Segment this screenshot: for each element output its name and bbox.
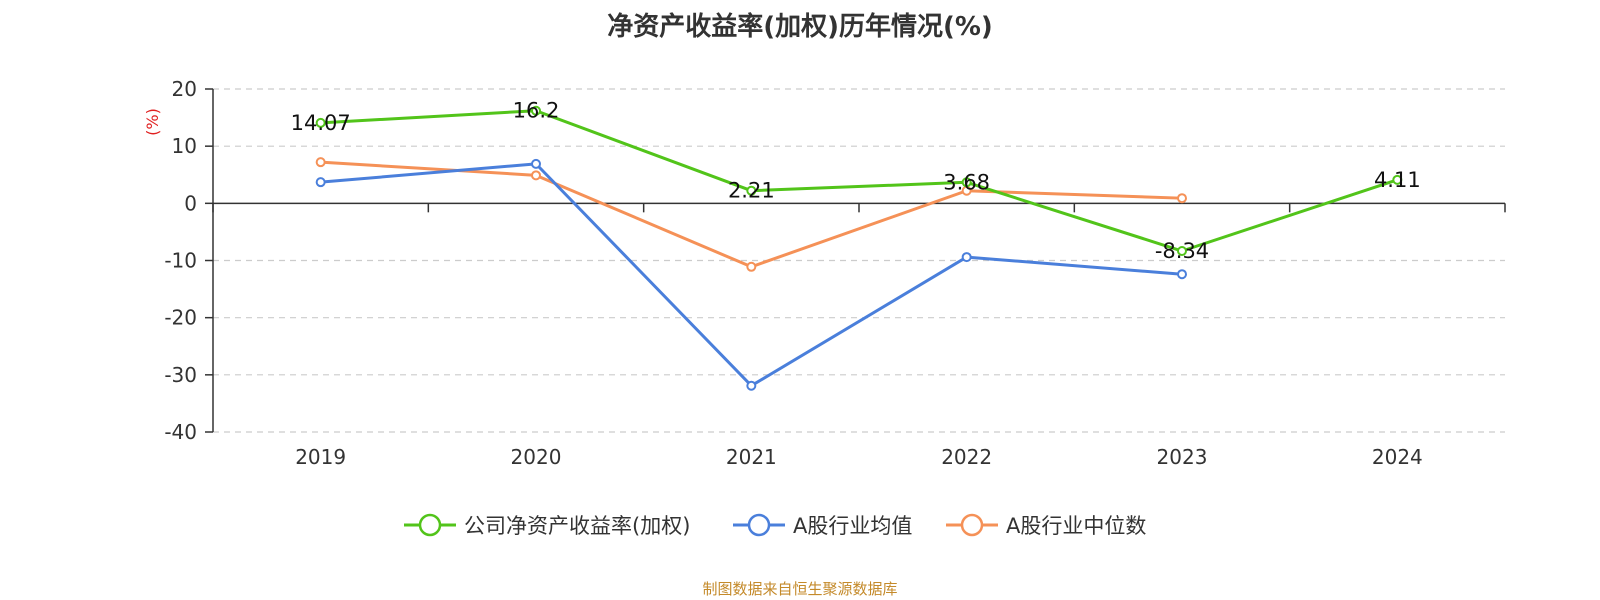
data-labels: 14.07 16.2 2.21 3.68 -8.34 4.11 <box>291 99 1421 263</box>
data-point <box>746 261 757 272</box>
data-point <box>1177 269 1187 280</box>
data-label: 14.07 <box>291 111 351 135</box>
legend-label: A股行业中位数 <box>1006 514 1146 538</box>
legend-label: 公司净资产收益率(加权) <box>464 514 690 538</box>
data-point <box>315 157 326 168</box>
axes: 20 10 0 -10 -20 -30 -40 2019 2020 2021 2022 2023 202… <box>164 77 1506 469</box>
grid-lines <box>213 88 1505 433</box>
x-tick-label: 2020 <box>511 445 562 469</box>
y-tick-label: 0 <box>184 191 197 215</box>
y-tick-label: -10 <box>164 249 197 273</box>
x-tick-label: 2023 <box>1157 445 1208 469</box>
legend-marker <box>960 513 984 537</box>
series-lines <box>315 105 1403 391</box>
legend-item-2[interactable]: A股行业中位数 <box>946 513 1146 538</box>
y-tick-label: -20 <box>164 306 197 330</box>
data-point <box>746 185 757 196</box>
y-tick-label: -40 <box>164 420 197 444</box>
data-label: -8.34 <box>1155 239 1209 263</box>
legend-item-1[interactable]: A股行业均值 <box>733 513 912 538</box>
data-label: 2.21 <box>728 179 775 203</box>
x-tick-label: 2021 <box>726 445 777 469</box>
y-tick-label: 10 <box>172 134 197 158</box>
data-label: 3.68 <box>943 170 990 194</box>
data-point <box>961 252 972 263</box>
x-tick-label: 2022 <box>941 445 992 469</box>
data-point <box>531 158 541 169</box>
legend-marker <box>418 513 442 537</box>
y-axis-title: (%) <box>143 108 162 136</box>
legend: 公司净资产收益率(加权) A股行业均值 A股行业中位数 <box>404 513 1146 538</box>
data-point <box>746 380 757 391</box>
legend-item-0[interactable]: 公司净资产收益率(加权) <box>404 513 690 538</box>
data-point <box>1392 174 1403 185</box>
data-point <box>315 177 326 188</box>
data-point <box>315 117 326 128</box>
data-label: 16.2 <box>513 99 560 123</box>
chart-title: 净资产收益率(加权)历年情况(%) <box>607 12 993 42</box>
data-point <box>961 177 972 188</box>
x-tick-label: 2019 <box>295 445 346 469</box>
y-tick-label: 20 <box>172 77 197 101</box>
data-point <box>531 105 541 116</box>
y-tick-label: -30 <box>164 363 197 387</box>
x-tick-label: 2024 <box>1372 445 1423 469</box>
data-point <box>531 170 541 181</box>
data-point <box>1177 246 1187 257</box>
series-line-0 <box>320 109 1398 253</box>
legend-label: A股行业均值 <box>793 514 912 538</box>
data-label: 4.11 <box>1374 168 1421 192</box>
source-note: 制图数据来自恒生聚源数据库 <box>702 580 898 598</box>
data-point <box>1177 193 1187 204</box>
legend-marker <box>747 513 771 537</box>
